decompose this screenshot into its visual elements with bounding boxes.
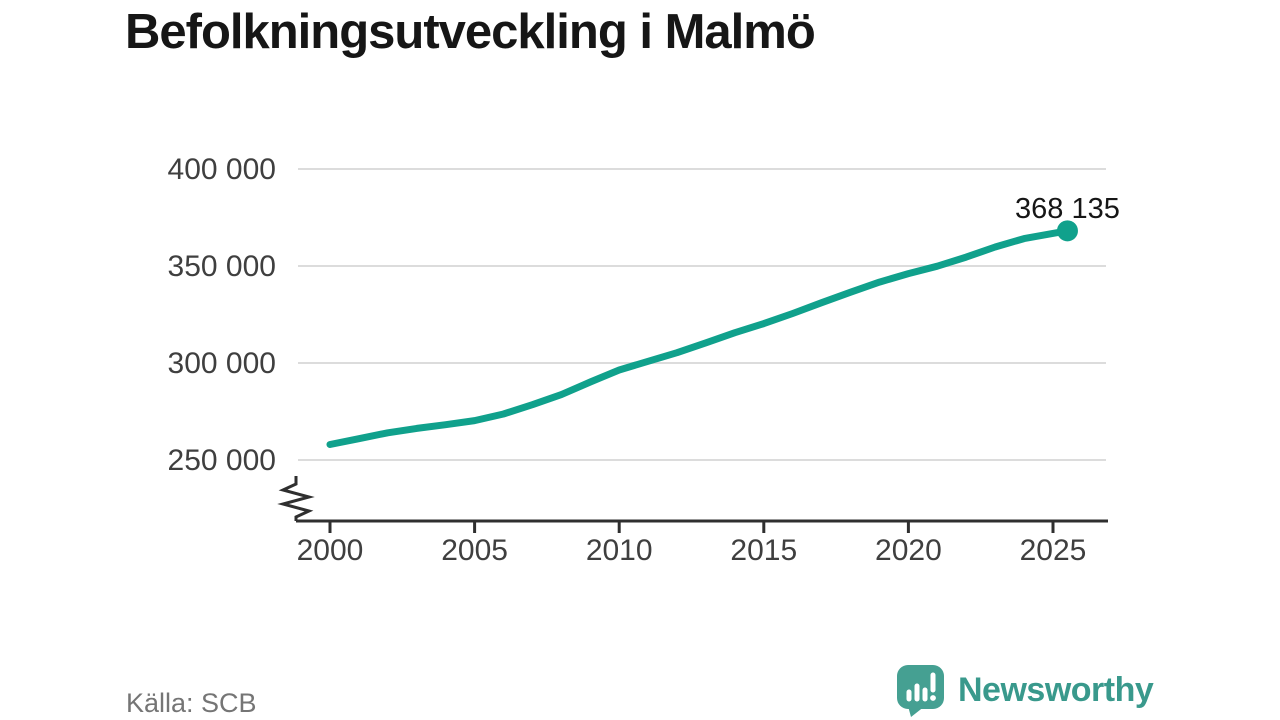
chart-title: Befolkningsutveckling i Malmö xyxy=(125,5,816,59)
population-line xyxy=(326,227,1071,448)
y-tick-label: 250 000 xyxy=(168,444,276,477)
y-axis-break-zigzag xyxy=(277,476,315,521)
y-tick-label: 300 000 xyxy=(168,347,276,380)
newsworthy-brand-link[interactable]: Newsworthy xyxy=(895,662,1154,718)
source-label: Källa: SCB xyxy=(126,688,257,718)
newsworthy-logo-icon xyxy=(897,665,944,717)
x-tick-label: 2000 xyxy=(297,534,364,567)
x-tick-label: 2015 xyxy=(730,534,797,567)
x-tick-label: 2010 xyxy=(586,534,653,567)
population-line-chart: 250 000 300 000 350 000 400 000 2000 2005 2010… xyxy=(168,153,1120,567)
x-tick-label: 2005 xyxy=(441,534,508,567)
x-tick-label: 2025 xyxy=(1020,534,1087,567)
x-tick-label: 2020 xyxy=(875,534,942,567)
y-tick-label: 350 000 xyxy=(168,250,276,283)
end-value-label: 368 135 xyxy=(1015,193,1120,225)
end-point-marker xyxy=(1056,220,1078,242)
newsworthy-logo-text: Newsworthy xyxy=(958,670,1154,709)
y-tick-label: 400 000 xyxy=(168,153,276,186)
